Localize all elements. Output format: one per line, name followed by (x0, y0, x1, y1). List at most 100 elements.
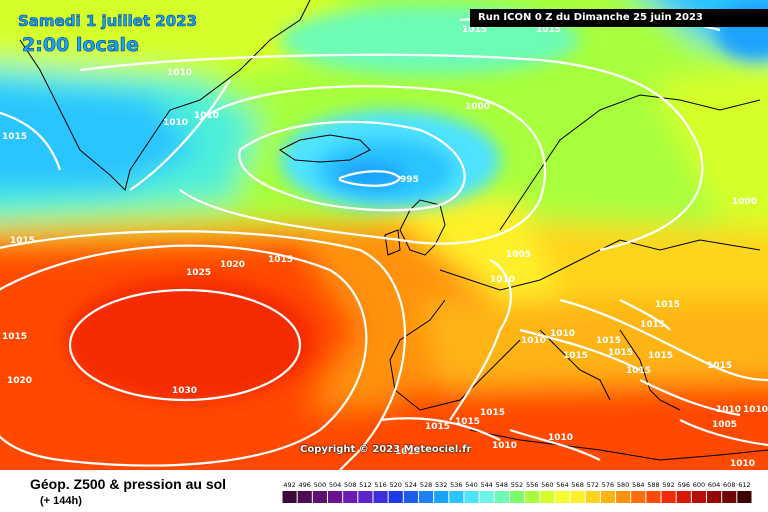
scale-swatch (661, 491, 676, 503)
isobar-label: 1015 (536, 25, 561, 35)
isobar-label: 1015 (608, 348, 633, 358)
scale-tick-label: 532 (435, 481, 447, 489)
scale-swatch (646, 491, 661, 503)
scale-swatch (388, 491, 403, 503)
isobar-label: 1010 (548, 433, 573, 443)
scale-swatch (737, 491, 752, 503)
coastlines (19, 0, 768, 461)
isobar-label: 1000 (732, 197, 757, 207)
color-scale: 492 496 500 504 508 512 516 520 524 528 532 536 540 5… (282, 481, 752, 503)
scale-tick-label: 588 (647, 481, 659, 489)
isobar-label: 1015 (655, 300, 680, 310)
model-run-label: Run ICON 0 Z du Dimanche 25 juin 2023 (470, 9, 768, 27)
scale-tick-label: 584 (632, 481, 644, 489)
scale-tick-label: 500 (314, 481, 326, 489)
scale-tick-label: 612 (738, 481, 750, 489)
isobar-label: 1015 (10, 236, 35, 246)
scale-tick-label: 556 (526, 481, 538, 489)
scale-swatch (570, 491, 585, 503)
isobar-label: 1010 (521, 336, 546, 346)
scale-tick-label: 496 (299, 481, 311, 489)
isobar-label: 1015 (626, 366, 651, 376)
scale-tick-label: 536 (450, 481, 462, 489)
scale-swatch (722, 491, 737, 503)
isobar-label: 1010 (730, 459, 755, 469)
scale-tick-label: 540 (465, 481, 477, 489)
isobar-label: 1015 (563, 351, 588, 361)
isobar-label: 1010 (194, 111, 219, 121)
scale-swatch (464, 491, 479, 503)
isobar-label: 1015 (640, 320, 665, 330)
scale-swatch (434, 491, 449, 503)
isobar-label: 1010 (490, 275, 515, 285)
scale-swatch (343, 491, 358, 503)
isobar-label: 1015 (268, 255, 293, 265)
scale-tick-label: 596 (678, 481, 690, 489)
scale-swatch (312, 491, 327, 503)
isobar-label: 1010 (716, 405, 741, 415)
geopotential-field: 1015 101510101010101010151000995100010151… (0, 0, 768, 470)
scale-swatch (449, 491, 464, 503)
isobar-label: 1015 (425, 422, 450, 432)
isobar-label: 1010 (743, 405, 768, 415)
isobar-label: 1015 (2, 132, 27, 142)
scale-swatch (691, 491, 707, 503)
forecast-date: Samedi 1 juillet 2023 (18, 12, 198, 31)
legend-title: Géop. Z500 & pression au sol (30, 476, 227, 492)
isobar-label: 1015 (596, 336, 621, 346)
scale-tick-label: 512 (359, 481, 371, 489)
isobar-label: 1005 (712, 420, 737, 430)
scale-tick-label: 548 (496, 481, 508, 489)
scale-tick-label: 572 (587, 481, 599, 489)
scale-swatch (676, 491, 691, 503)
scale-tick-label: 564 (556, 481, 568, 489)
isobar-label: 1015 (455, 417, 480, 427)
isobar-label: 1015 (395, 447, 420, 457)
isobar-label: 1010 (167, 68, 192, 78)
scale-swatch (327, 491, 343, 503)
scale-swatch (418, 491, 434, 503)
isobar-label: 1015 (648, 351, 673, 361)
scale-tick-label: 524 (405, 481, 417, 489)
scale-swatch (479, 491, 494, 503)
scale-swatch (631, 491, 646, 503)
map-canvas: 1015 101510101010101010151000995100010151… (0, 0, 768, 470)
scale-tick-label: 592 (662, 481, 674, 489)
scale-swatch (297, 491, 312, 503)
scale-tick-label: 516 (374, 481, 386, 489)
scale-tick-label: 576 (602, 481, 614, 489)
scale-swatch (373, 491, 388, 503)
scale-tick-label: 604 (708, 481, 720, 489)
scale-swatch (358, 491, 373, 503)
isobar-label: 1010 (492, 441, 517, 451)
isobar-label: 1015 (2, 332, 27, 342)
scale-swatch (282, 491, 297, 503)
scale-swatch (540, 491, 555, 503)
scale-tick-label: 608 (723, 481, 735, 489)
scale-tick-label: 600 (693, 481, 705, 489)
isobar-label: 1030 (172, 386, 197, 396)
isobar-lines (0, 14, 768, 470)
scale-tick-label: 528 (420, 481, 432, 489)
scale-tick-label: 508 (344, 481, 356, 489)
isobar-label: 1020 (7, 376, 32, 386)
isobar-label: 995 (400, 175, 419, 185)
scale-tick-label: 580 (617, 481, 629, 489)
isobar-label: 1015 (707, 361, 732, 371)
isobar-label: 1000 (465, 102, 490, 112)
scale-tick-label: 568 (571, 481, 583, 489)
weather-map: 1015 1015 1010 1010 1010 1015 1000 995 1000 1015 1… (0, 0, 768, 470)
scale-swatch (403, 491, 418, 503)
scale-tick-label: 560 (541, 481, 553, 489)
copyright-notice: Copyright © 2023 Meteociel.fr (300, 444, 472, 455)
scale-swatch (616, 491, 631, 503)
isobar-label: 1010 (550, 329, 575, 339)
legend-footer: Géop. Z500 & pression au sol (+ 144h) 49… (0, 470, 768, 512)
isobar-label: 1025 (186, 268, 211, 278)
isobar-labels: 1015 101510101010101010151000995100010151… (2, 25, 768, 469)
scale-swatch (585, 491, 600, 503)
scale-swatch (707, 491, 722, 503)
forecast-local-time: 2:00 locale (22, 34, 140, 57)
scale-swatch (600, 491, 616, 503)
scale-tick-label: 504 (329, 481, 341, 489)
